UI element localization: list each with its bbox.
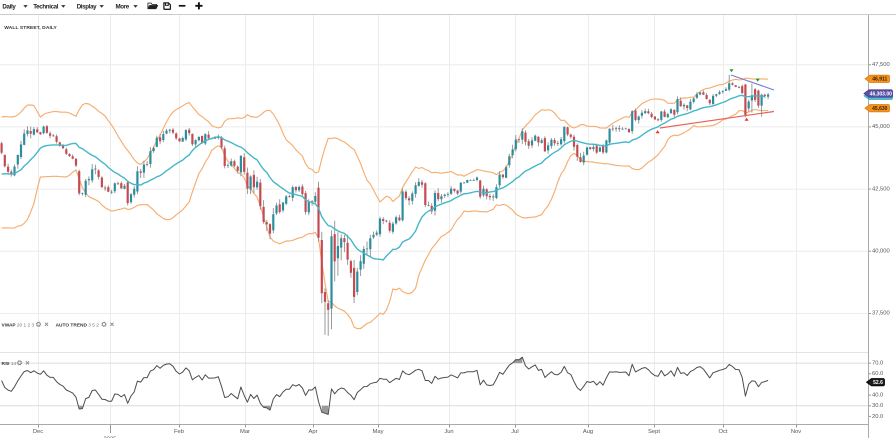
svg-text:Feb: Feb [174,429,184,435]
svg-text:46,303.00: 46,303.00 [870,91,892,97]
svg-text:40,000: 40,000 [872,249,890,255]
svg-text:37,500: 37,500 [872,311,890,317]
svg-text:VWAP 20 1 2 3: VWAP 20 1 2 3 [2,322,35,328]
svg-text:Mar: Mar [240,429,250,435]
svg-text:Apr: Apr [308,429,317,435]
svg-text:Aug: Aug [583,429,593,435]
svg-text:WALL STREET, DAILY: WALL STREET, DAILY [4,25,57,31]
svg-text:42,500: 42,500 [872,186,890,192]
svg-text:Technical: Technical [33,4,59,11]
svg-text:40.0: 40.0 [872,393,883,399]
svg-text:RSI 14: RSI 14 [2,361,17,367]
svg-text:More: More [116,4,130,11]
svg-text:52.6: 52.6 [873,380,883,386]
svg-text:Jul: Jul [511,429,518,435]
svg-text:Display: Display [77,4,97,11]
svg-text:Oct: Oct [718,429,727,435]
svg-text:45,630: 45,630 [872,106,888,112]
svg-text:70.0: 70.0 [872,361,883,367]
svg-text:Sept: Sept [648,429,660,435]
svg-text:47,500: 47,500 [872,62,890,68]
svg-text:60.0: 60.0 [872,371,883,377]
svg-text:Jun: Jun [444,429,453,435]
svg-text:2025: 2025 [104,437,117,438]
svg-text:20.0: 20.0 [872,414,883,420]
svg-text:Nov: Nov [791,429,801,435]
svg-text:Dec: Dec [33,429,43,435]
svg-text:Daily: Daily [2,4,16,11]
svg-text:30.0: 30.0 [872,403,883,409]
svg-text:45,000: 45,000 [872,124,890,130]
svg-text:46,911: 46,911 [872,77,887,83]
svg-text:May: May [373,429,384,435]
svg-text:AUTO TREND 3 5 2: AUTO TREND 3 5 2 [56,322,100,328]
